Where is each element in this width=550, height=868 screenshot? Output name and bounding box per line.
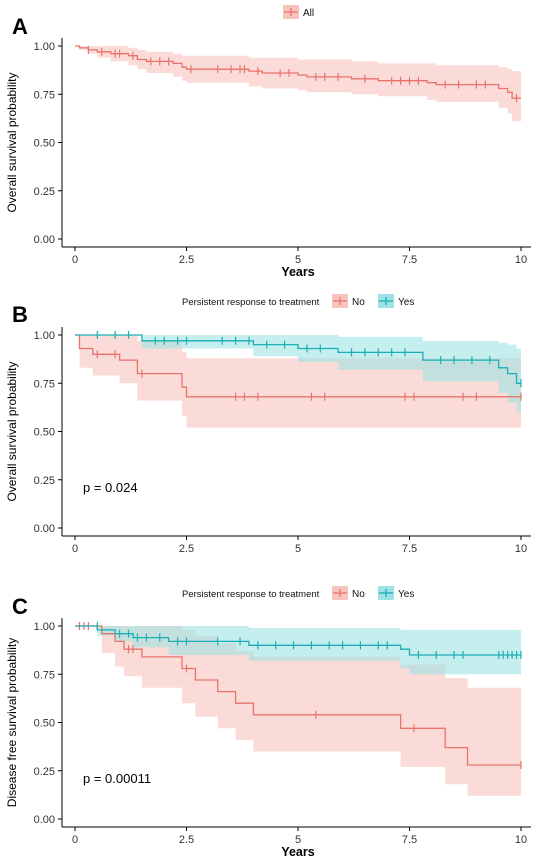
panel-C: C Persistent response to treatment No Yes 0.…	[5, 586, 531, 859]
legend-label: No	[352, 589, 365, 600]
x-tick-label: 10	[515, 543, 527, 555]
legend-title: Persistent response to treatment	[182, 589, 320, 600]
x-tick-label: 7.5	[402, 254, 417, 266]
y-tick-label: 0.25	[34, 766, 55, 778]
ci-band-yes	[75, 335, 521, 413]
y-tick-label: 0.50	[34, 718, 55, 730]
y-tick-label: 0.50	[34, 138, 55, 150]
y-tick-label: 1.00	[34, 621, 55, 633]
y-tick-label: 1.00	[34, 41, 55, 53]
y-tick-label: 0.00	[34, 523, 55, 535]
legend-label: No	[352, 297, 365, 308]
p-value: p = 0.00011	[83, 771, 151, 786]
x-tick-label: 2.5	[179, 543, 194, 555]
x-tick-label: 5	[295, 543, 301, 555]
panel-A: A All 0.00 0.25 0.50 0.75 1.00 0 2.5 5 7.5 10 Overal…	[5, 5, 531, 279]
y-tick-label: 0.50	[34, 427, 55, 439]
legend-label: Yes	[398, 297, 414, 308]
y-tick-label: 0.75	[34, 378, 55, 390]
panel-letter: A	[12, 14, 28, 39]
legend-label: All	[303, 8, 314, 19]
x-tick-label: 7.5	[402, 543, 417, 555]
y-tick-label: 0.00	[34, 814, 55, 826]
legend-title: Persistent response to treatment	[182, 297, 320, 308]
p-value: p = 0.024	[83, 480, 138, 495]
ci-band-no	[75, 335, 521, 428]
survival-line-yes	[75, 334, 521, 384]
y-axis-title: Overall survival probability	[5, 361, 19, 501]
panel-B: B Persistent response to treatment No Yes 0.…	[5, 294, 531, 555]
x-tick-label: 10	[515, 834, 527, 846]
y-tick-label: 0.00	[34, 234, 55, 246]
x-axis-title: Years	[281, 845, 314, 859]
x-tick-label: 2.5	[179, 254, 194, 266]
x-tick-label: 5	[295, 254, 301, 266]
y-tick-label: 0.75	[34, 89, 55, 101]
y-axis-title: Disease free survival probability	[5, 638, 19, 807]
y-tick-label: 0.25	[34, 475, 55, 487]
panel-letter: C	[12, 594, 28, 619]
x-tick-label: 10	[515, 254, 527, 266]
survival-line-all	[75, 45, 521, 99]
y-axis-title: Overall survival probability	[5, 72, 19, 212]
survival-line-no	[75, 334, 521, 398]
panel-letter: B	[12, 302, 28, 327]
survival-line-no	[75, 625, 521, 766]
x-tick-label: 0	[72, 834, 78, 846]
x-tick-label: 2.5	[179, 834, 194, 846]
x-tick-label: 0	[72, 254, 78, 266]
y-tick-label: 0.75	[34, 669, 55, 681]
legend-label: Yes	[398, 589, 414, 600]
y-tick-label: 1.00	[34, 330, 55, 342]
survival-line-yes	[75, 625, 521, 656]
x-tick-label: 0	[72, 543, 78, 555]
x-axis-title: Years	[281, 265, 314, 279]
x-tick-label: 5	[295, 834, 301, 846]
y-tick-label: 0.25	[34, 186, 55, 198]
ci-band-all	[75, 46, 521, 122]
x-tick-label: 7.5	[402, 834, 417, 846]
